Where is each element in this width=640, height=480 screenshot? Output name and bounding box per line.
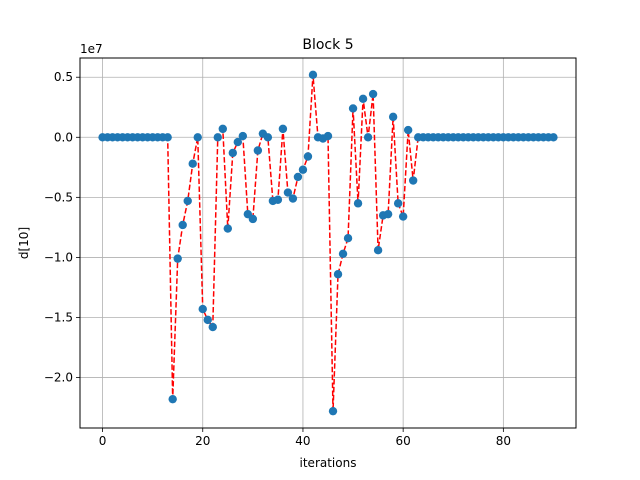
data-point [203, 315, 212, 325]
data-point [223, 224, 232, 233]
data-point [218, 124, 227, 134]
data-point [403, 125, 413, 135]
data-point [248, 214, 258, 224]
x-tick-label: 40 [295, 434, 310, 448]
data-point [238, 131, 248, 141]
data-point [388, 112, 398, 122]
data-point [173, 254, 182, 263]
data-point [298, 165, 308, 174]
data-point [333, 270, 343, 279]
y-tick-label: −0.5 [44, 190, 73, 204]
data-point [168, 394, 177, 404]
x-tick-label: 0 [99, 434, 107, 448]
y-tick-label: −2.0 [44, 371, 73, 385]
data-point [213, 133, 222, 142]
data-point [383, 209, 393, 219]
data-point [368, 89, 378, 99]
data-point [343, 233, 353, 243]
data-point [353, 199, 363, 208]
data-point [178, 220, 187, 230]
data-point [348, 104, 358, 113]
y-tick-label: −1.5 [44, 310, 73, 324]
data-point [208, 322, 217, 332]
data-point [308, 70, 318, 80]
x-axis-label: iterations [300, 456, 357, 470]
data-point [338, 249, 348, 259]
x-axis-ticks: 0 20 40 60 80 [99, 428, 511, 448]
data-point [283, 188, 293, 197]
data-point [193, 133, 202, 142]
data-point [328, 406, 338, 416]
data-point [263, 133, 273, 142]
x-tick-label: 80 [496, 434, 511, 448]
y-axis-offset-label: 1e7 [80, 42, 103, 56]
data-point [253, 146, 263, 155]
data-point [323, 131, 333, 141]
data-point [163, 133, 172, 142]
y-axis-label: d[10] [17, 227, 31, 259]
y-axis-ticks: 0.5 0.0 −0.5 −1.0 −1.5 −2.0 [44, 70, 80, 385]
y-tick-label: 0.5 [54, 70, 73, 84]
chart-title: Block 5 [302, 37, 353, 53]
data-point [273, 195, 283, 204]
data-point [549, 133, 558, 142]
data-point [408, 176, 418, 185]
data-points [98, 70, 558, 416]
data-point [393, 199, 403, 208]
data-point [303, 152, 313, 161]
x-tick-label: 20 [195, 434, 210, 448]
data-point [293, 172, 303, 182]
data-point [278, 124, 288, 134]
data-point [228, 148, 238, 158]
data-point [198, 304, 207, 314]
data-point [373, 246, 383, 255]
data-point [233, 137, 243, 147]
x-tick-label: 60 [396, 434, 411, 448]
data-point [358, 94, 368, 104]
y-tick-label: 0.0 [54, 130, 73, 144]
plot-frame [79, 57, 577, 429]
data-point [188, 159, 197, 168]
data-point [398, 212, 408, 221]
data-point [288, 194, 298, 203]
data-point [363, 133, 373, 142]
y-tick-label: −1.0 [44, 250, 73, 264]
data-point [183, 196, 192, 206]
